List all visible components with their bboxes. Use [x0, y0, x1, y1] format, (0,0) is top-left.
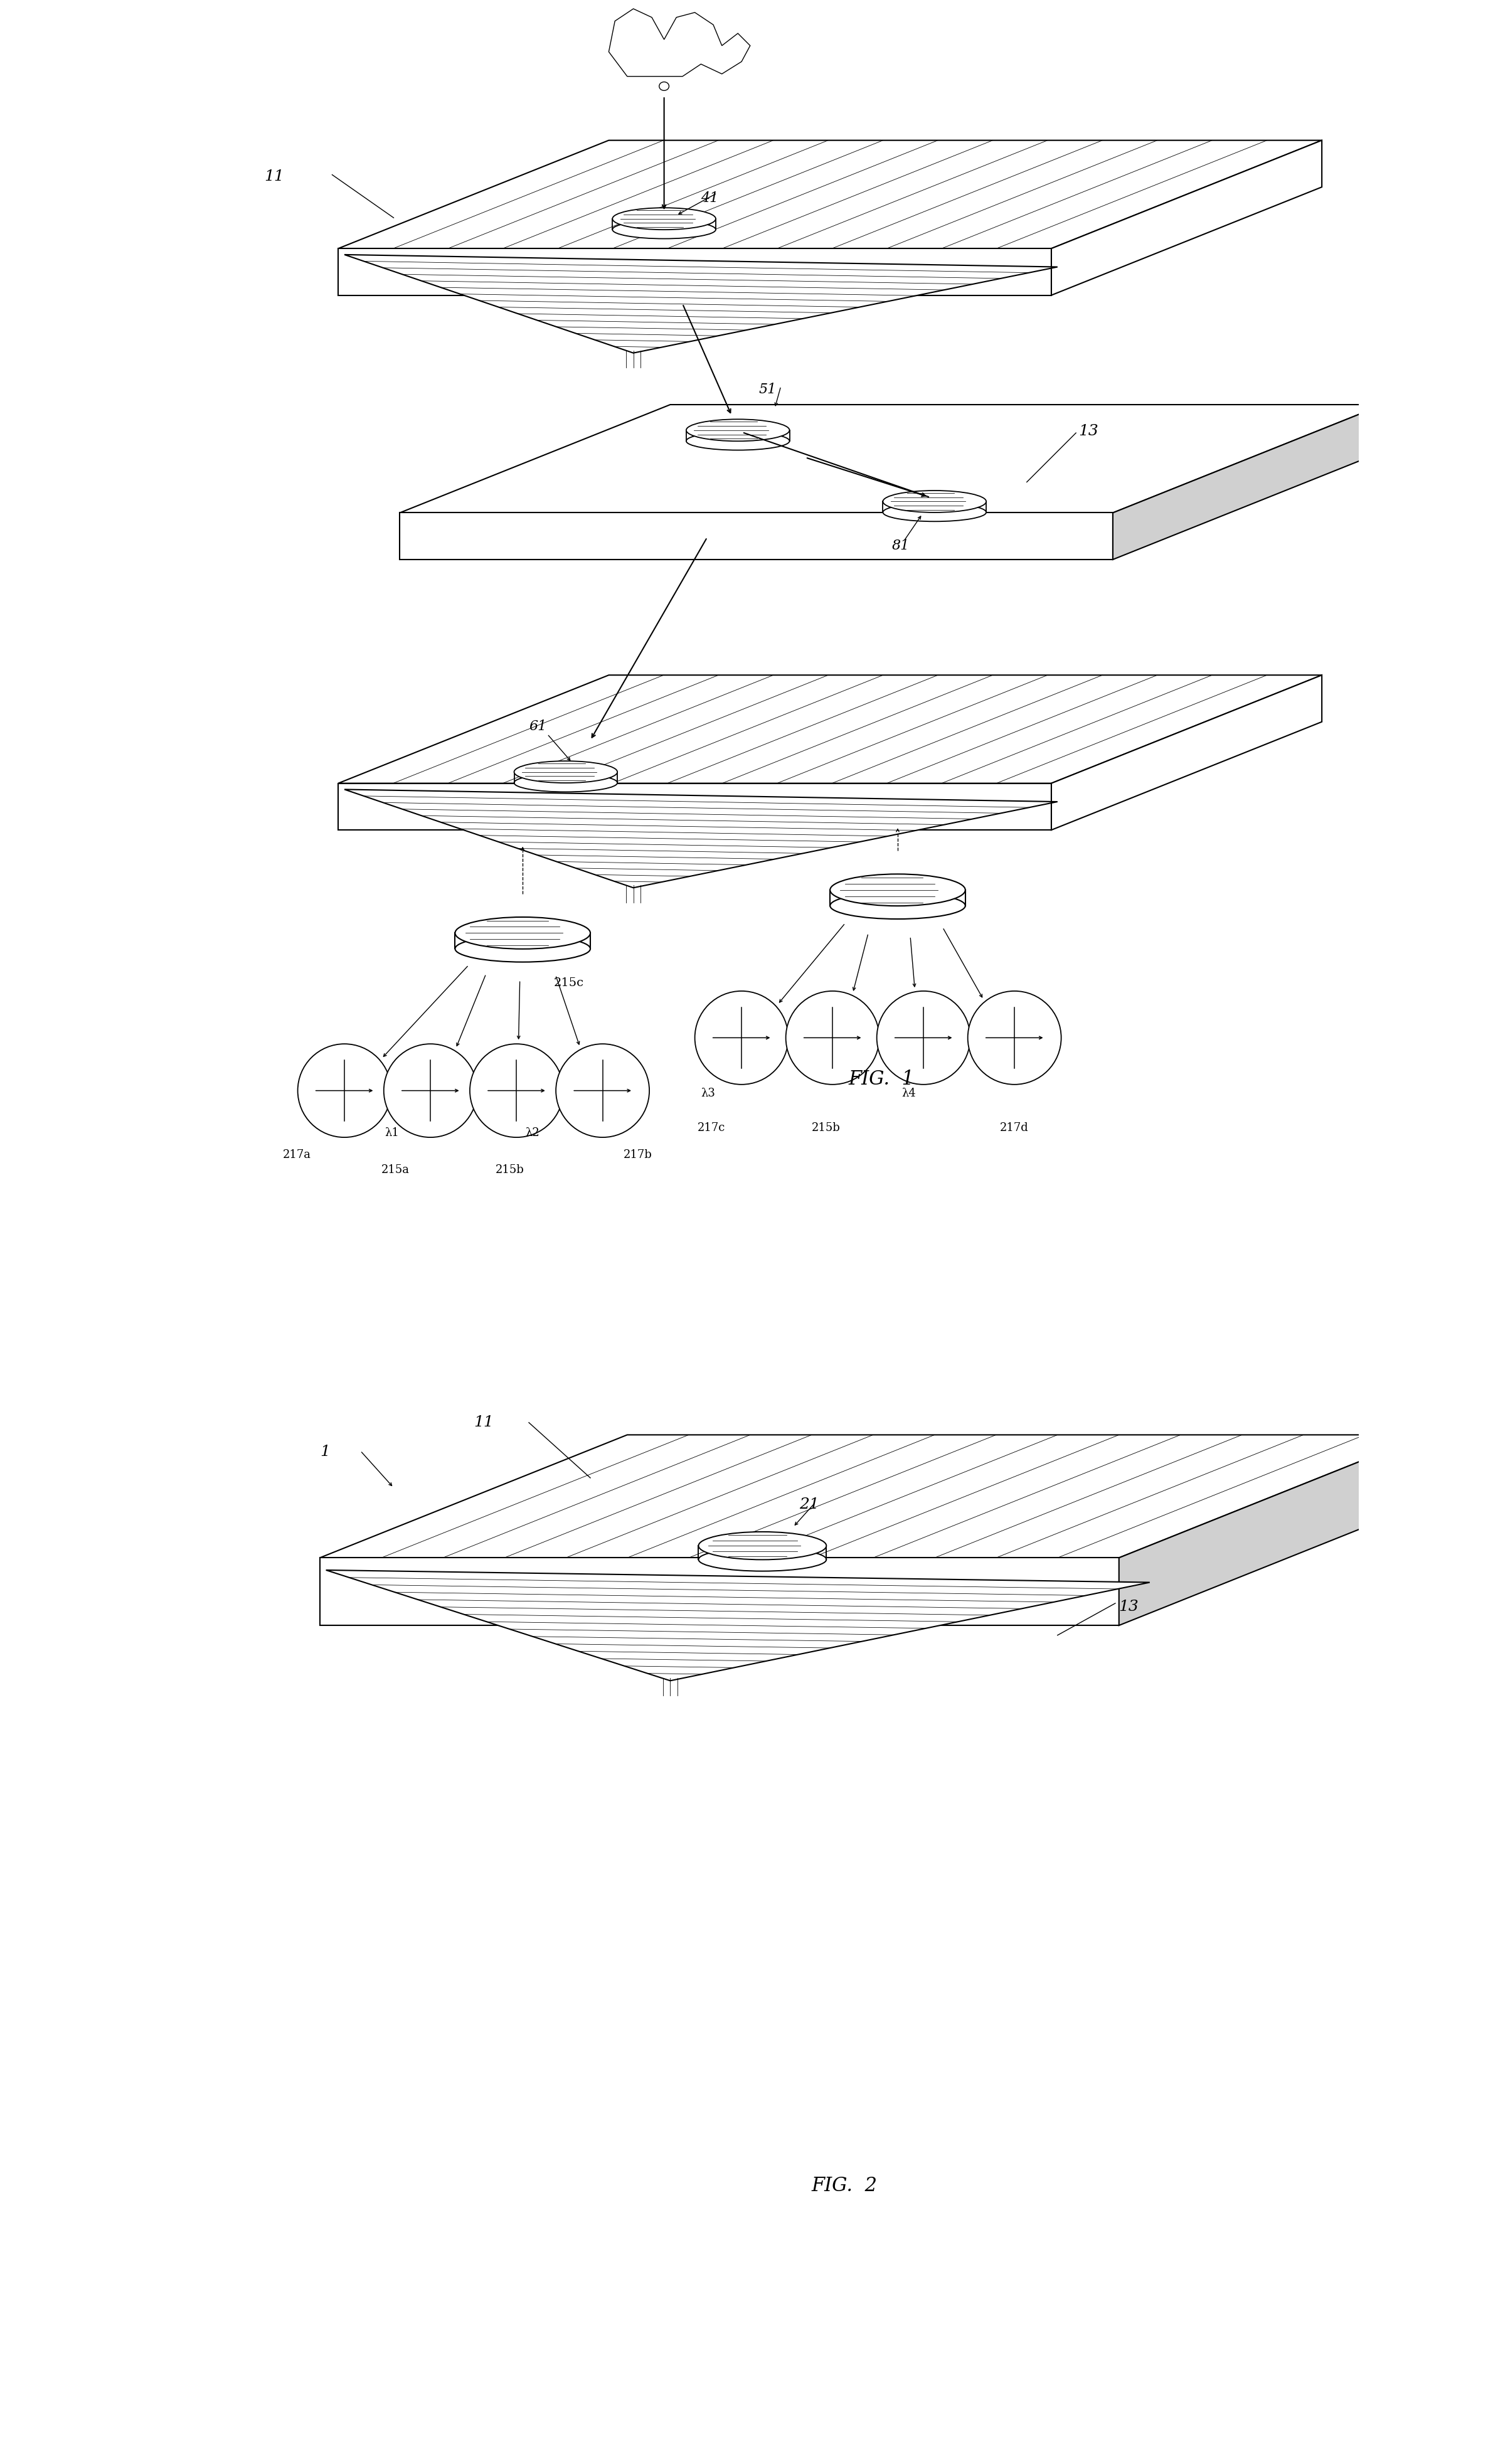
Polygon shape — [1113, 404, 1384, 559]
Text: λ2: λ2 — [525, 1129, 540, 1138]
Ellipse shape — [513, 774, 618, 791]
Ellipse shape — [686, 431, 790, 451]
Ellipse shape — [298, 1045, 391, 1138]
Ellipse shape — [967, 991, 1061, 1084]
Ellipse shape — [613, 219, 716, 239]
Ellipse shape — [830, 892, 966, 919]
Polygon shape — [344, 254, 1058, 352]
Text: 217d: 217d — [1000, 1124, 1028, 1133]
Ellipse shape — [557, 1045, 649, 1138]
Text: 41: 41 — [701, 192, 719, 205]
Ellipse shape — [882, 490, 987, 513]
Text: 61: 61 — [528, 719, 546, 734]
Polygon shape — [400, 404, 1384, 513]
Text: FIG.  2: FIG. 2 — [811, 2176, 878, 2195]
Text: 217a: 217a — [283, 1148, 311, 1161]
Text: λ1: λ1 — [385, 1129, 399, 1138]
Polygon shape — [1119, 1434, 1427, 1626]
Text: 11: 11 — [265, 170, 284, 185]
Ellipse shape — [830, 875, 966, 907]
Polygon shape — [326, 1570, 1150, 1680]
Polygon shape — [344, 788, 1058, 887]
Ellipse shape — [513, 761, 618, 784]
Polygon shape — [400, 513, 1113, 559]
Ellipse shape — [470, 1045, 564, 1138]
Text: 51: 51 — [759, 382, 777, 397]
Text: 217c: 217c — [698, 1124, 725, 1133]
Polygon shape — [338, 784, 1052, 830]
Text: FIG.  1: FIG. 1 — [848, 1069, 914, 1089]
Ellipse shape — [384, 1045, 478, 1138]
Polygon shape — [1052, 140, 1321, 296]
Polygon shape — [609, 10, 750, 76]
Polygon shape — [338, 140, 1321, 249]
Text: 215b: 215b — [811, 1124, 841, 1133]
Ellipse shape — [455, 917, 591, 949]
Text: 13: 13 — [1079, 424, 1098, 439]
Ellipse shape — [695, 991, 789, 1084]
Ellipse shape — [659, 81, 670, 91]
Ellipse shape — [686, 419, 790, 441]
Ellipse shape — [698, 1547, 826, 1572]
Text: 81: 81 — [891, 540, 909, 552]
Text: 215c: 215c — [554, 978, 583, 988]
Polygon shape — [338, 675, 1321, 784]
Polygon shape — [320, 1434, 1427, 1557]
Ellipse shape — [882, 503, 987, 522]
Text: 13: 13 — [1119, 1599, 1138, 1614]
Polygon shape — [320, 1557, 1119, 1626]
Ellipse shape — [786, 991, 879, 1084]
Text: 21: 21 — [799, 1498, 820, 1513]
Ellipse shape — [613, 207, 716, 229]
Ellipse shape — [876, 991, 970, 1084]
Polygon shape — [338, 249, 1052, 296]
Polygon shape — [1052, 675, 1321, 830]
Ellipse shape — [455, 936, 591, 961]
Text: λ4: λ4 — [902, 1089, 915, 1099]
Ellipse shape — [698, 1533, 826, 1560]
Text: 215b: 215b — [496, 1163, 524, 1175]
Text: 217b: 217b — [623, 1148, 652, 1161]
Text: λ3: λ3 — [701, 1089, 716, 1099]
Text: 215a: 215a — [381, 1163, 409, 1175]
Text: 1: 1 — [320, 1444, 330, 1459]
Text: 11: 11 — [473, 1414, 494, 1429]
